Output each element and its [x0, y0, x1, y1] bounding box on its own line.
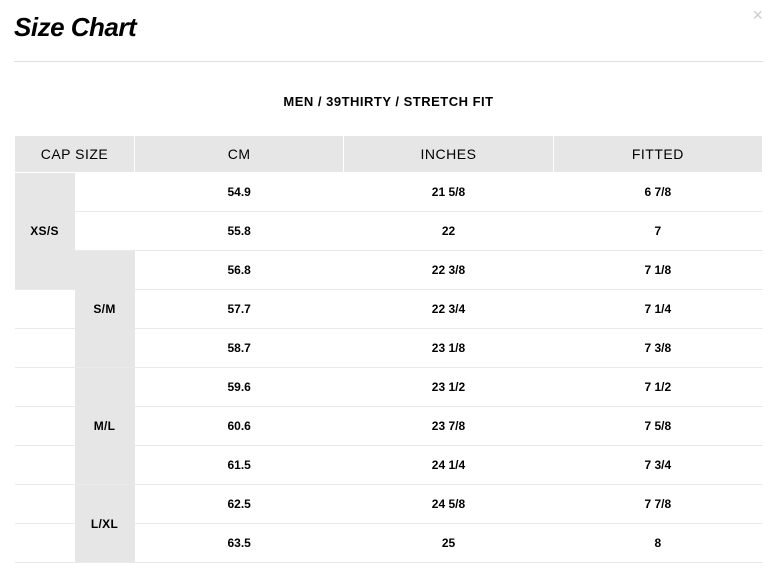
cell-fitted: 7 1/4: [553, 290, 762, 329]
cell-fitted: 7 3/8: [553, 329, 762, 368]
col-fitted: FITTED: [553, 136, 762, 173]
size-tag-xs-s: XS/S: [15, 173, 75, 290]
cell-fitted: 8: [553, 524, 762, 563]
size-tag-m-l: M/L: [75, 368, 135, 485]
tag-spacer: [15, 368, 75, 407]
cell-cm: 61.5: [135, 446, 344, 485]
tag-spacer: [15, 524, 75, 563]
size-tag-s-m: S/M: [75, 251, 135, 368]
close-icon[interactable]: ×: [752, 6, 763, 24]
tag-spacer: [15, 446, 75, 485]
cell-inches: 24 5/8: [344, 485, 553, 524]
cell-inches: 23 7/8: [344, 407, 553, 446]
cell-inches: 22 3/8: [344, 251, 553, 290]
size-table: CAP SIZE CM INCHES FITTED XS/S 54.9 21 5…: [14, 135, 763, 563]
cell-cm: 60.6: [135, 407, 344, 446]
col-cap-size: CAP SIZE: [15, 136, 135, 173]
cell-inches: 22 3/4: [344, 290, 553, 329]
cell-cm: 59.6: [135, 368, 344, 407]
tag-spacer: [15, 485, 75, 524]
cell-cm: 56.8: [135, 251, 344, 290]
chart-subtitle: MEN / 39THIRTY / STRETCH FIT: [14, 94, 763, 109]
tag-spacer: [75, 212, 135, 251]
table-header-row: CAP SIZE CM INCHES FITTED: [15, 136, 763, 173]
col-cm: CM: [135, 136, 344, 173]
tag-spacer: [15, 407, 75, 446]
cell-inches: 24 1/4: [344, 446, 553, 485]
table-row: M/L 59.6 23 1/2 7 1/2: [15, 368, 763, 407]
cell-fitted: 7 1/8: [553, 251, 762, 290]
size-tag-l-xl: L/XL: [75, 485, 135, 563]
cell-cm: 55.8: [135, 212, 344, 251]
tag-spacer: [15, 329, 75, 368]
table-row: L/XL 62.5 24 5/8 7 7/8: [15, 485, 763, 524]
cell-inches: 23 1/2: [344, 368, 553, 407]
table-row: 55.8 22 7: [15, 212, 763, 251]
cell-cm: 58.7: [135, 329, 344, 368]
cell-fitted: 6 7/8: [553, 173, 762, 212]
cell-fitted: 7 3/4: [553, 446, 762, 485]
cell-fitted: 7 1/2: [553, 368, 762, 407]
cell-inches: 21 5/8: [344, 173, 553, 212]
tag-spacer: [15, 290, 75, 329]
col-inches: INCHES: [344, 136, 553, 173]
cell-fitted: 7 5/8: [553, 407, 762, 446]
cell-fitted: 7 7/8: [553, 485, 762, 524]
cell-cm: 54.9: [135, 173, 344, 212]
tag-spacer: [75, 173, 135, 212]
page-title: Size Chart: [14, 12, 763, 62]
cell-cm: 63.5: [135, 524, 344, 563]
table-row: XS/S 54.9 21 5/8 6 7/8: [15, 173, 763, 212]
table-row: S/M 56.8 22 3/8 7 1/8: [15, 251, 763, 290]
cell-cm: 62.5: [135, 485, 344, 524]
cell-fitted: 7: [553, 212, 762, 251]
cell-inches: 23 1/8: [344, 329, 553, 368]
cell-inches: 22: [344, 212, 553, 251]
cell-inches: 25: [344, 524, 553, 563]
cell-cm: 57.7: [135, 290, 344, 329]
